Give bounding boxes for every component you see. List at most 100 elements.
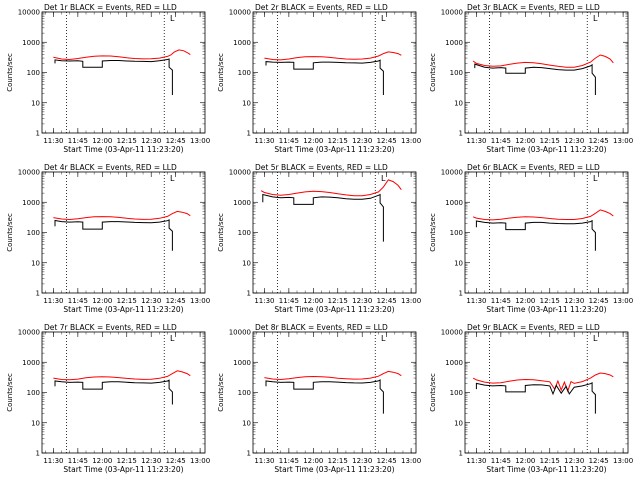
y-tick-label: 10000 bbox=[229, 9, 251, 17]
y-tick-label: 10000 bbox=[18, 9, 40, 17]
x-tick-label: 12:00 bbox=[303, 297, 323, 305]
y-axis-label: Counts/sec bbox=[6, 213, 14, 252]
lld-rate-line bbox=[260, 179, 402, 197]
y-axis-label: Counts/sec bbox=[429, 373, 437, 412]
x-tick-label: 12:45 bbox=[166, 297, 186, 305]
marker-label: L bbox=[170, 334, 175, 343]
y-axis-label: Counts/sec bbox=[217, 213, 225, 252]
y-tick-label: 10 bbox=[454, 99, 463, 107]
x-tick-label: 12:30 bbox=[141, 297, 161, 305]
x-axis-label: Start Time (03-Apr-11 11:23:20) bbox=[63, 145, 183, 154]
marker-label: L bbox=[381, 334, 386, 343]
x-tick-label: 12:30 bbox=[564, 457, 584, 465]
y-tick-label: 10 bbox=[454, 419, 463, 427]
y-tick-label: 1000 bbox=[233, 199, 251, 207]
marker-label: L bbox=[593, 334, 598, 343]
x-tick-label: 12:00 bbox=[92, 297, 112, 305]
x-tick-label: 11:30 bbox=[254, 297, 274, 305]
marker-label: L bbox=[170, 14, 175, 23]
x-tick-label: 12:00 bbox=[303, 137, 323, 145]
y-tick-label: 1000 bbox=[22, 199, 40, 207]
x-tick-label: 11:30 bbox=[43, 297, 63, 305]
x-tick-label: 12:45 bbox=[589, 137, 609, 145]
x-tick-label: 12:00 bbox=[515, 137, 535, 145]
panel-title: Det 6r BLACK = Events, RED = LLD bbox=[467, 163, 600, 172]
panel-det-1: Det 1r BLACK = Events, RED = LLD L 1 10 100 1… bbox=[6, 3, 210, 154]
x-tick-label: 12:45 bbox=[166, 137, 186, 145]
y-tick-label: 1 bbox=[36, 450, 40, 458]
events-rate-line bbox=[474, 63, 596, 95]
x-tick-label: 11:30 bbox=[254, 457, 274, 465]
y-tick-label: 1000 bbox=[233, 39, 251, 47]
panel-det-4: Det 4r BLACK = Events, RED = LLD L 1 10 100 1… bbox=[6, 163, 210, 314]
x-tick-label: 12:15 bbox=[117, 457, 137, 465]
x-tick-label: 12:15 bbox=[540, 297, 560, 305]
x-tick-label: 11:45 bbox=[68, 457, 88, 465]
y-tick-label: 10000 bbox=[229, 169, 251, 177]
x-tick-label: 11:45 bbox=[279, 137, 299, 145]
y-tick-label: 10 bbox=[31, 259, 40, 267]
y-tick-label: 10 bbox=[31, 419, 40, 427]
events-rate-line bbox=[262, 193, 384, 242]
x-tick-label: 12:45 bbox=[166, 457, 186, 465]
x-tick-label: 12:15 bbox=[328, 457, 348, 465]
x-tick-label: 11:30 bbox=[466, 137, 486, 145]
x-axis-label: Start Time (03-Apr-11 11:23:20) bbox=[274, 145, 394, 154]
y-tick-label: 1000 bbox=[445, 359, 463, 367]
y-tick-label: 10 bbox=[242, 99, 251, 107]
x-tick-label: 12:15 bbox=[540, 137, 560, 145]
y-tick-label: 10 bbox=[31, 99, 40, 107]
y-tick-label: 10 bbox=[454, 259, 463, 267]
x-tick-label: 11:30 bbox=[466, 457, 486, 465]
x-tick-label: 12:15 bbox=[117, 137, 137, 145]
x-tick-label: 11:30 bbox=[43, 457, 63, 465]
panel-title: Det 7r BLACK = Events, RED = LLD bbox=[44, 323, 177, 332]
y-axis-label: Counts/sec bbox=[217, 53, 225, 92]
y-tick-label: 100 bbox=[238, 389, 251, 397]
panel-det-3: Det 3r BLACK = Events, RED = LLD L 1 10 100 1… bbox=[429, 3, 633, 154]
marker-label: L bbox=[170, 174, 175, 183]
lld-rate-line bbox=[53, 210, 191, 221]
events-rate-line bbox=[265, 59, 384, 95]
marker-label: L bbox=[381, 174, 386, 183]
panel-det-6: Det 6r BLACK = Events, RED = LLD L 1 10 100 1… bbox=[429, 163, 633, 314]
panel-title: Det 5r BLACK = Events, RED = LLD bbox=[255, 163, 388, 172]
y-tick-label: 100 bbox=[238, 69, 251, 77]
marker-label: L bbox=[381, 14, 386, 23]
panel-det-9: Det 9r BLACK = Events, RED = LLD L 1 10 100 1… bbox=[429, 323, 633, 474]
y-tick-label: 1 bbox=[247, 450, 251, 458]
panel-det-8: Det 8r BLACK = Events, RED = LLD L 1 10 100 1… bbox=[217, 323, 421, 474]
panel-det-5: Det 5r BLACK = Events, RED = LLD L 1 10 100 1… bbox=[217, 163, 421, 314]
y-tick-label: 1 bbox=[247, 290, 251, 298]
y-axis-label: Counts/sec bbox=[6, 373, 14, 412]
y-tick-label: 100 bbox=[27, 69, 40, 77]
y-tick-label: 10000 bbox=[441, 169, 463, 177]
y-tick-label: 1 bbox=[247, 130, 251, 138]
x-tick-label: 12:30 bbox=[564, 297, 584, 305]
x-axis-label: Start Time (03-Apr-11 11:23:20) bbox=[486, 305, 606, 314]
x-axis-label: Start Time (03-Apr-11 11:23:20) bbox=[274, 465, 394, 474]
events-rate-line bbox=[54, 219, 173, 251]
y-tick-label: 100 bbox=[238, 229, 251, 237]
y-tick-label: 100 bbox=[27, 229, 40, 237]
x-axis-label: Start Time (03-Apr-11 11:23:20) bbox=[274, 305, 394, 314]
x-tick-label: 13:00 bbox=[401, 137, 421, 145]
y-tick-label: 1 bbox=[459, 290, 463, 298]
y-tick-label: 1 bbox=[36, 290, 40, 298]
x-tick-label: 12:30 bbox=[352, 297, 372, 305]
x-tick-label: 12:00 bbox=[515, 457, 535, 465]
x-tick-label: 11:45 bbox=[491, 137, 511, 145]
panel-title: Det 3r BLACK = Events, RED = LLD bbox=[467, 3, 600, 12]
lld-rate-line bbox=[264, 370, 402, 381]
events-rate-line bbox=[265, 379, 384, 414]
events-rate-line bbox=[54, 58, 173, 95]
panel-title: Det 2r BLACK = Events, RED = LLD bbox=[255, 3, 388, 12]
x-tick-label: 11:45 bbox=[279, 297, 299, 305]
y-tick-label: 100 bbox=[450, 69, 463, 77]
x-tick-label: 13:00 bbox=[613, 297, 633, 305]
x-tick-label: 12:30 bbox=[352, 137, 372, 145]
y-tick-label: 1 bbox=[459, 130, 463, 138]
x-tick-label: 11:30 bbox=[43, 137, 63, 145]
lld-rate-line bbox=[472, 372, 614, 393]
